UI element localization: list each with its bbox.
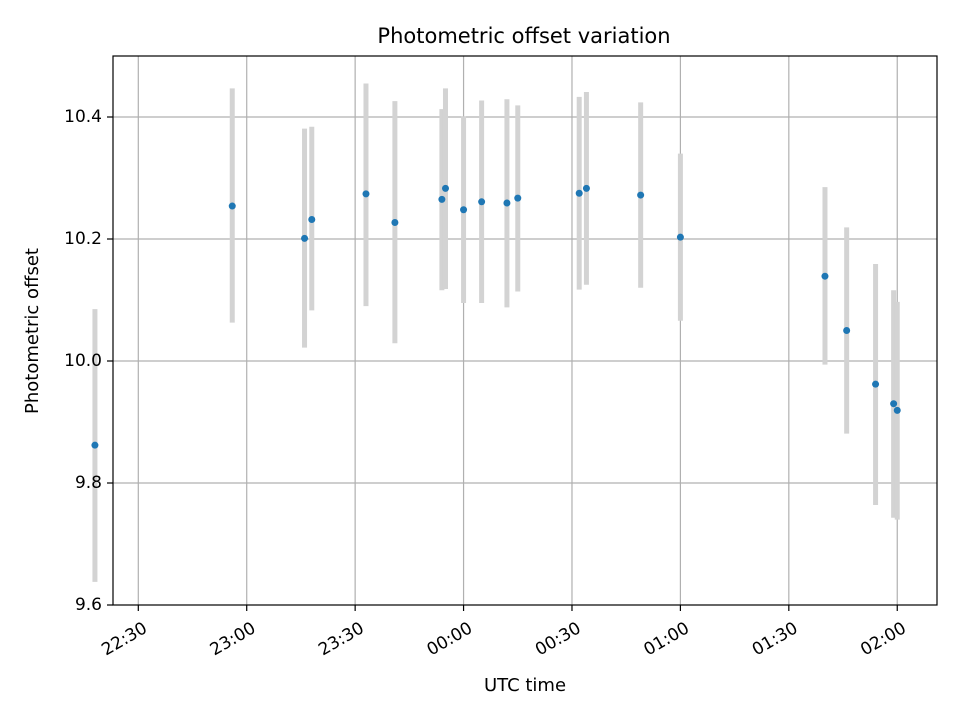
data-point	[575, 189, 583, 197]
data-point	[582, 184, 590, 192]
data-point	[478, 198, 486, 206]
y-axis-label: Photometric offset	[22, 248, 43, 414]
data-point	[228, 202, 236, 210]
data-point	[391, 219, 399, 227]
data-point	[514, 194, 522, 202]
data-point	[872, 380, 880, 388]
data-point	[441, 184, 449, 192]
plot-area-frame	[112, 55, 938, 606]
data-point	[362, 190, 370, 198]
data-point	[843, 327, 851, 334]
y-axis: 9.6 9.8 10.0 10.2 10.4	[64, 107, 113, 615]
y-tick-label: 10.0	[64, 351, 102, 371]
grid	[113, 56, 937, 605]
data-point	[460, 206, 468, 214]
data-point	[308, 215, 316, 223]
data-point	[676, 233, 684, 241]
y-tick-label: 9.8	[75, 473, 102, 493]
data-point	[438, 195, 446, 203]
data-point	[893, 406, 901, 414]
x-axis-label: UTC time	[484, 675, 566, 696]
data-point	[301, 234, 309, 242]
data-point	[503, 199, 511, 207]
data-point	[91, 441, 99, 449]
y-tick-label: 10.4	[64, 107, 102, 127]
data-point	[890, 400, 898, 408]
data-points	[91, 184, 901, 449]
y-tick-label: 10.2	[64, 229, 102, 249]
data-point	[821, 272, 829, 280]
y-tick-label: 9.6	[75, 595, 102, 615]
data-point	[637, 191, 645, 199]
chart-title: Photometric offset variation	[377, 24, 670, 48]
